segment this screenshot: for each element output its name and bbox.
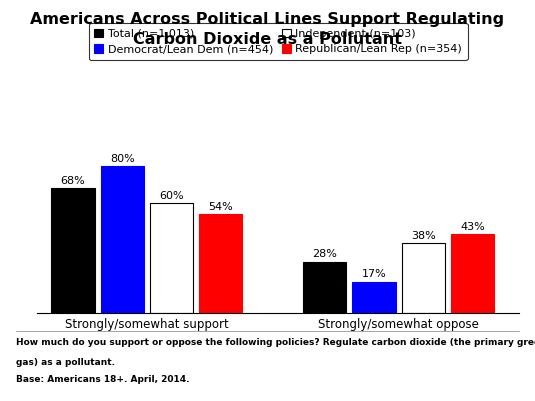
Bar: [352, 282, 395, 313]
Bar: [199, 214, 242, 313]
Text: Americans Across Political Lines Support Regulating
Carbon Dioxide as a Pollutan: Americans Across Political Lines Support…: [30, 12, 505, 47]
Text: 43%: 43%: [460, 222, 485, 232]
Text: 68%: 68%: [60, 176, 86, 186]
Text: 80%: 80%: [110, 154, 135, 164]
Bar: [451, 234, 494, 313]
Text: 54%: 54%: [208, 202, 233, 212]
Bar: [150, 203, 193, 313]
Text: gas) as a pollutant.: gas) as a pollutant.: [16, 358, 115, 367]
Text: 60%: 60%: [159, 191, 184, 201]
Text: 17%: 17%: [362, 269, 386, 279]
Legend: Total (n=1,013), Democrat/Lean Dem (n=454), Independent (n=103), Republican/Lean: Total (n=1,013), Democrat/Lean Dem (n=45…: [89, 23, 468, 60]
Text: Base: Americans 18+. April, 2014.: Base: Americans 18+. April, 2014.: [16, 375, 189, 384]
Bar: [303, 261, 346, 313]
Bar: [402, 243, 445, 313]
Text: 38%: 38%: [411, 231, 435, 241]
Text: 28%: 28%: [312, 249, 337, 259]
Bar: [51, 188, 95, 313]
Bar: [101, 166, 144, 313]
Text: How much do you support or oppose the following policies? Regulate carbon dioxid: How much do you support or oppose the fo…: [16, 338, 535, 347]
